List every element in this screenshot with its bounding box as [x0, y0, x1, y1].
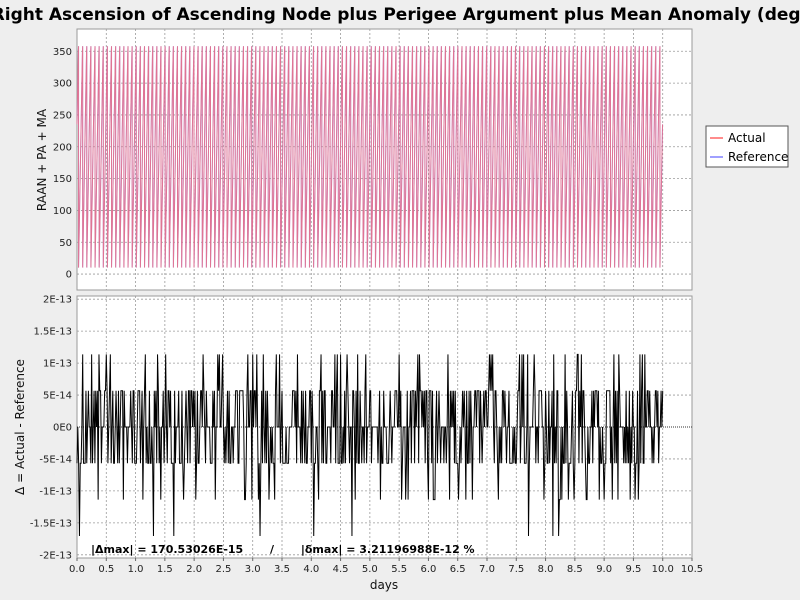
legend-label-actual: Actual — [728, 131, 766, 145]
top-y-axis-label: RAAN + PA + MA — [35, 108, 49, 211]
x-tick-label: 4.5 — [333, 564, 349, 575]
x-tick-label: 10.0 — [652, 564, 674, 575]
bottom-y-tick-label: -5E-14 — [39, 454, 72, 465]
x-tick-label: 3.5 — [274, 564, 290, 575]
residual-annotation: |Δmax| = 170.53026E-15 / |δmax| = 3.2119… — [91, 543, 475, 556]
actual-line — [76, 46, 664, 268]
x-tick-label: 1.0 — [128, 564, 144, 575]
x-tick-label: 1.5 — [157, 564, 173, 575]
x-tick-label: 8.0 — [538, 564, 554, 575]
x-tick-label: 5.5 — [391, 564, 407, 575]
x-tick-label: 7.0 — [479, 564, 495, 575]
actual-series — [76, 46, 664, 268]
x-tick-label: 4.0 — [303, 564, 319, 575]
bottom-y-tick-label: 1.5E-13 — [33, 327, 72, 338]
bottom-y-tick-labels: 2E-13 1.5E-13 1E-13 5E-14 0E0 -5E-14 -1E-13 -1.… — [30, 295, 72, 562]
top-y-tick-label: 100 — [53, 206, 72, 217]
bottom-y-tick-label: -2E-13 — [39, 550, 72, 561]
x-axis-label: days — [370, 578, 398, 592]
x-tick-label: 6.0 — [420, 564, 436, 575]
legend-label-reference: Reference — [728, 150, 788, 164]
top-y-tick-label: 300 — [53, 79, 72, 90]
x-tick-label: 7.5 — [508, 564, 524, 575]
x-tick-label: 2.0 — [186, 564, 202, 575]
x-tick-label: 9.5 — [625, 564, 641, 575]
chart-title: Right Ascension of Ascending Node plus P… — [0, 5, 800, 25]
bottom-y-tick-label: -1.5E-13 — [30, 518, 72, 529]
x-tick-label: 6.5 — [450, 564, 466, 575]
residual-series — [76, 353, 664, 536]
x-tick-label: 5.0 — [362, 564, 378, 575]
bottom-y-tick-label: 5E-14 — [43, 391, 72, 402]
top-y-tick-label: 50 — [59, 238, 72, 249]
x-tick-label: 9.0 — [596, 564, 612, 575]
top-y-tick-label: 250 — [53, 110, 72, 121]
top-y-tick-label: 350 — [53, 47, 72, 58]
bottom-y-tick-label: 0E0 — [53, 423, 72, 434]
legend-box — [705, 125, 789, 168]
x-tick-label: 3.0 — [245, 564, 261, 575]
residual-line — [76, 353, 664, 536]
top-y-tick-label: 200 — [53, 142, 72, 153]
x-tick-label: 0.5 — [98, 564, 114, 575]
x-tick-label: 8.5 — [567, 564, 583, 575]
x-tick-label: 2.5 — [215, 564, 231, 575]
bottom-y-tick-label: -1E-13 — [39, 486, 72, 497]
bottom-y-axis-label: Δ = Actual - Reference — [13, 359, 27, 495]
bottom-y-tick-label: 2E-13 — [43, 295, 72, 306]
x-tick-label: 10.5 — [681, 564, 703, 575]
top-y-tick-labels: 0 50 100 150 200 250 300 350 — [53, 47, 72, 281]
bottom-y-tick-label: 1E-13 — [43, 359, 72, 370]
x-tick-labels: 0.0 0.5 1.0 1.5 2.0 2.5 3.0 3.5 4.0 4.5 5.0 5.5 6.0 6… — [69, 558, 703, 575]
x-tick-label: 0.0 — [69, 564, 85, 575]
top-y-tick-label: 150 — [53, 174, 72, 185]
legend: Actual Reference — [705, 125, 789, 168]
top-y-tick-label: 0 — [66, 270, 72, 281]
